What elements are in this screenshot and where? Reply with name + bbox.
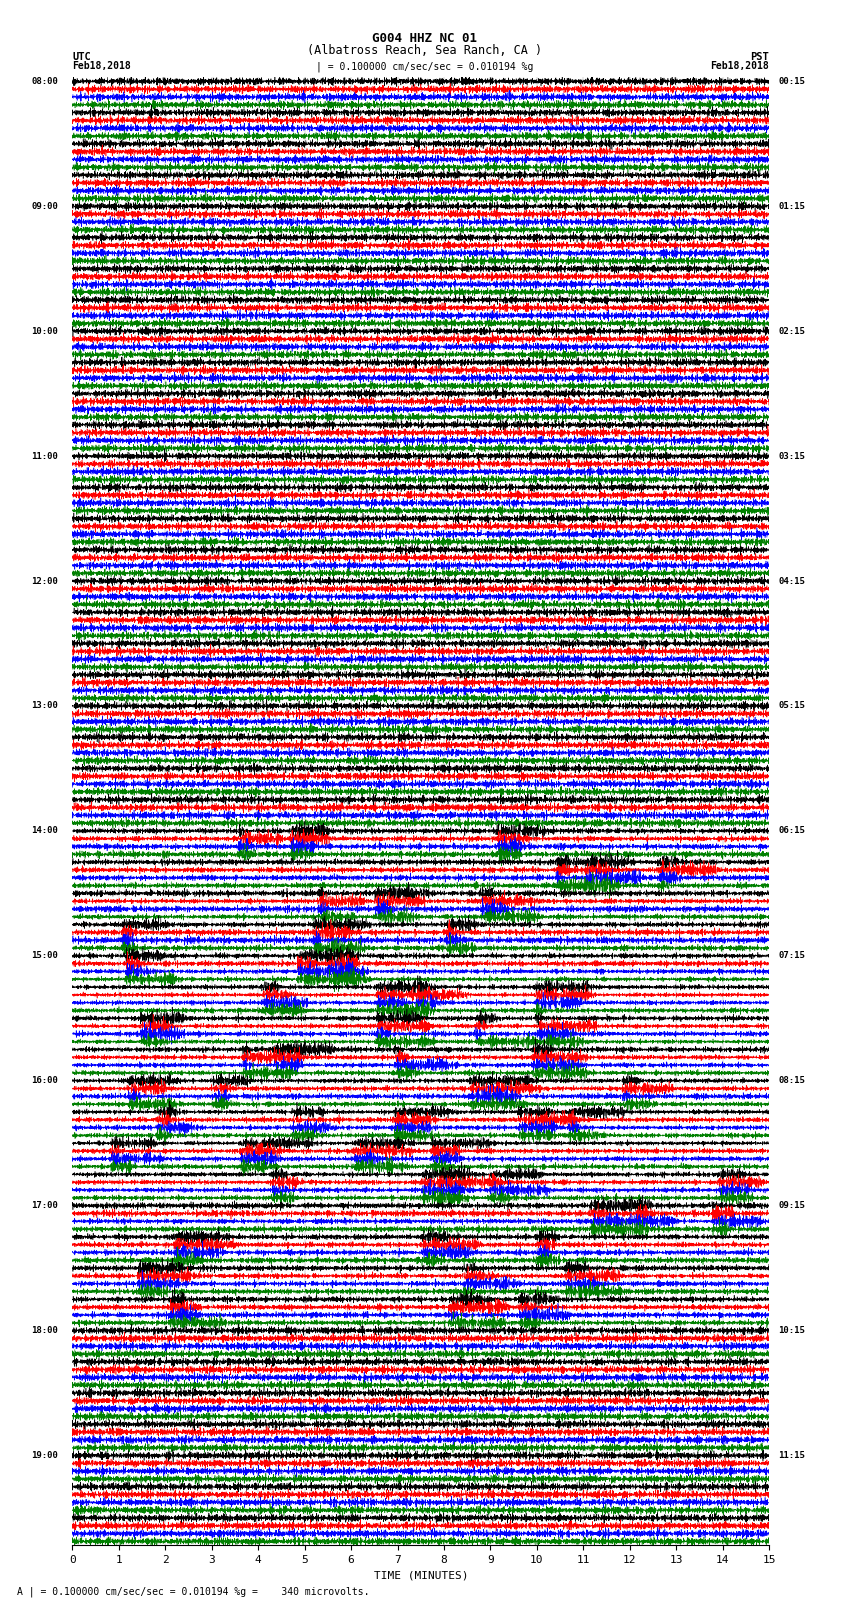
Text: 00:15: 00:15 xyxy=(779,77,806,85)
Text: 17:00: 17:00 xyxy=(31,1202,59,1210)
Text: Feb18,2018: Feb18,2018 xyxy=(72,61,131,71)
Text: 19:00: 19:00 xyxy=(31,1452,59,1460)
Text: 09:15: 09:15 xyxy=(779,1202,806,1210)
Text: 16:00: 16:00 xyxy=(31,1076,59,1086)
Text: UTC: UTC xyxy=(72,52,91,61)
Text: | = 0.100000 cm/sec/sec = 0.010194 %g: | = 0.100000 cm/sec/sec = 0.010194 %g xyxy=(316,61,534,73)
Text: 06:15: 06:15 xyxy=(779,826,806,836)
Text: 05:15: 05:15 xyxy=(779,702,806,710)
Text: 11:00: 11:00 xyxy=(31,452,59,461)
Text: 10:00: 10:00 xyxy=(31,327,59,336)
Text: 12:00: 12:00 xyxy=(31,576,59,586)
Text: 09:00: 09:00 xyxy=(31,202,59,211)
Text: 18:00: 18:00 xyxy=(31,1326,59,1336)
Text: G004 HHZ NC 01: G004 HHZ NC 01 xyxy=(372,32,478,45)
Text: Feb18,2018: Feb18,2018 xyxy=(711,61,769,71)
Text: (Albatross Reach, Sea Ranch, CA ): (Albatross Reach, Sea Ranch, CA ) xyxy=(308,44,542,56)
Text: 13:00: 13:00 xyxy=(31,702,59,710)
Text: 03:15: 03:15 xyxy=(779,452,806,461)
Text: PST: PST xyxy=(751,52,769,61)
Text: 08:00: 08:00 xyxy=(31,77,59,85)
Text: 14:00: 14:00 xyxy=(31,826,59,836)
Text: 08:15: 08:15 xyxy=(779,1076,806,1086)
Text: 07:15: 07:15 xyxy=(779,952,806,960)
X-axis label: TIME (MINUTES): TIME (MINUTES) xyxy=(373,1571,468,1581)
Text: 15:00: 15:00 xyxy=(31,952,59,960)
Text: A | = 0.100000 cm/sec/sec = 0.010194 %g =    340 microvolts.: A | = 0.100000 cm/sec/sec = 0.010194 %g … xyxy=(17,1586,370,1597)
Text: 11:15: 11:15 xyxy=(779,1452,806,1460)
Text: 01:15: 01:15 xyxy=(779,202,806,211)
Text: 10:15: 10:15 xyxy=(779,1326,806,1336)
Text: 02:15: 02:15 xyxy=(779,327,806,336)
Text: 04:15: 04:15 xyxy=(779,576,806,586)
